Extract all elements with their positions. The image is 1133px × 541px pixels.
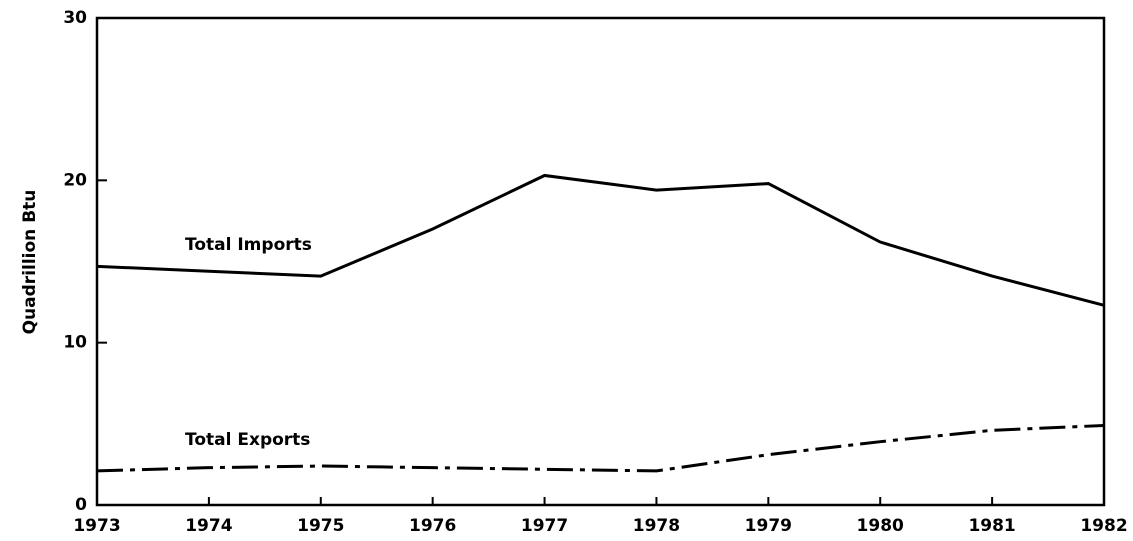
x-tick-label: 1975 (297, 516, 344, 536)
series-label: Total Imports (185, 235, 312, 255)
x-tick-label: 1974 (185, 516, 232, 536)
x-tick-label: 1978 (633, 516, 680, 536)
y-tick-label: 30 (63, 8, 87, 28)
x-tick-label: 1976 (409, 516, 456, 536)
x-tick-label: 1980 (857, 516, 904, 536)
x-tick-label: 1977 (521, 516, 568, 536)
y-tick-label: 0 (75, 495, 87, 515)
x-tick-label: 1973 (73, 516, 120, 536)
y-axis-label: Quadrillion Btu (20, 190, 40, 335)
plot-frame (95, 16, 1106, 507)
series-line (96, 173, 1105, 307)
x-tick-label: 1982 (1080, 516, 1127, 536)
series-line (96, 423, 1105, 473)
y-tick-label: 20 (63, 170, 87, 190)
series-label: Total Exports (185, 430, 310, 450)
x-tick-label: 1979 (745, 516, 792, 536)
x-tick-label: 1981 (968, 516, 1015, 536)
y-tick-label: 10 (63, 333, 87, 353)
